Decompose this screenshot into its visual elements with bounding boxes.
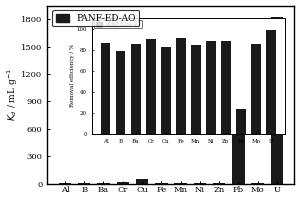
Bar	[232, 48, 245, 184]
Bar	[78, 183, 91, 184]
Y-axis label: $K_d$ / mL g$^{-1}$: $K_d$ / mL g$^{-1}$	[6, 68, 20, 121]
Legend: PANF-ED-AO: PANF-ED-AO	[52, 10, 140, 26]
Bar	[174, 183, 187, 184]
Bar	[97, 183, 110, 184]
Bar	[136, 179, 148, 184]
Bar	[59, 183, 71, 184]
Bar	[155, 183, 168, 184]
Bar	[194, 183, 206, 184]
Bar	[116, 182, 129, 184]
Bar	[271, 17, 283, 184]
Bar	[251, 183, 264, 184]
Bar	[213, 183, 225, 184]
